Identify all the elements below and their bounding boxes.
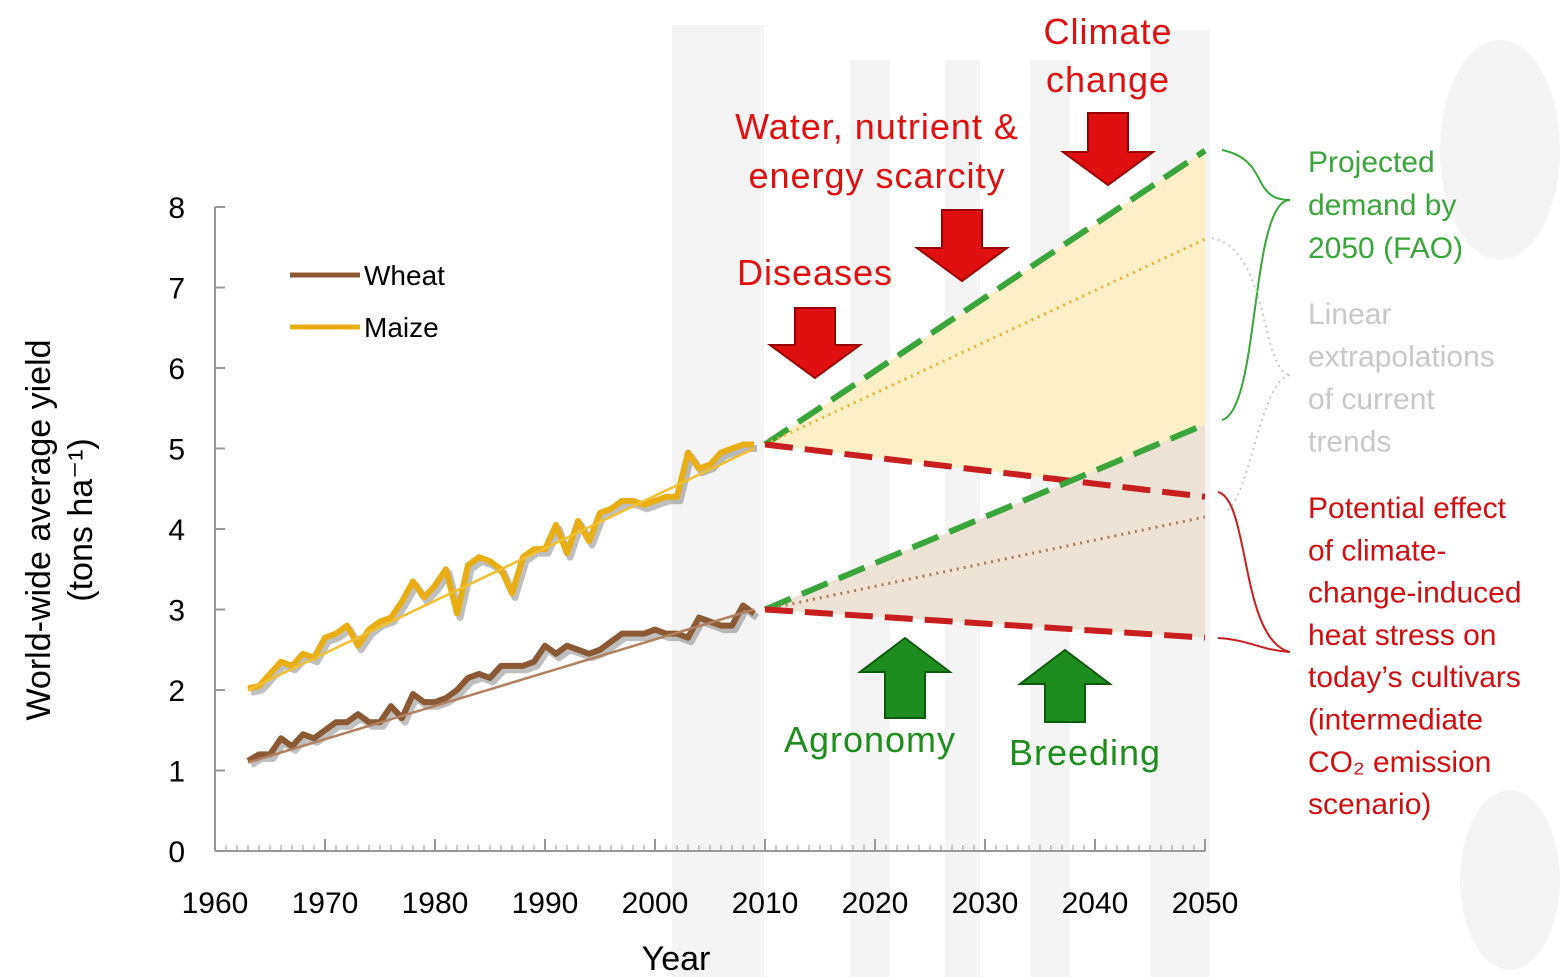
x-tick-label: 2040 bbox=[1062, 887, 1129, 920]
annotation: of climate- bbox=[1308, 534, 1446, 567]
y-tick-label: 3 bbox=[168, 595, 185, 628]
annotation: change-induced bbox=[1308, 577, 1522, 610]
annotation: change bbox=[1046, 59, 1170, 100]
annotation: trends bbox=[1308, 426, 1391, 459]
annotation: energy scarcity bbox=[748, 155, 1005, 196]
chart: 1960 1970 1980 1990 2000 2010 2020 2030 2040 2050… bbox=[0, 0, 1561, 977]
x-tick-label: 1980 bbox=[402, 887, 469, 920]
green-bracket bbox=[1222, 150, 1290, 420]
annotation: Agronomy bbox=[784, 719, 956, 760]
annotation: demand by bbox=[1308, 189, 1456, 222]
red-arrow bbox=[770, 308, 860, 378]
x-tick-label: 1960 bbox=[182, 887, 249, 920]
x-tick-label: 2050 bbox=[1172, 887, 1239, 920]
annotation: extrapolations bbox=[1308, 341, 1495, 374]
annotation: Linear bbox=[1308, 298, 1391, 331]
y-tick-label: 5 bbox=[168, 434, 185, 467]
annotation: Climate bbox=[1043, 11, 1172, 52]
annotation: Potential effect bbox=[1308, 492, 1507, 525]
annotation: Projected bbox=[1308, 146, 1435, 179]
annotation: Diseases bbox=[737, 252, 893, 293]
red-arrow bbox=[917, 210, 1007, 281]
annotation: Water, nutrient & bbox=[735, 106, 1019, 147]
legend-label: Maize bbox=[364, 312, 439, 343]
x-tick-label: 2010 bbox=[732, 887, 799, 920]
annotation: of current bbox=[1308, 383, 1435, 416]
x-tick-label: 2020 bbox=[842, 887, 909, 920]
y-tick-label: 7 bbox=[168, 273, 185, 306]
x-tick-label: 2030 bbox=[952, 887, 1019, 920]
x-axis-title: Year bbox=[642, 940, 711, 977]
y-tick-label: 6 bbox=[168, 353, 185, 386]
y-tick-label: 2 bbox=[168, 675, 185, 708]
red-bracket bbox=[1218, 492, 1290, 652]
x-tick-label: 2000 bbox=[622, 887, 689, 920]
y-axis-title: World-wide average yield bbox=[20, 339, 58, 720]
annotation: CO₂ emission bbox=[1308, 746, 1491, 779]
legend-label: Wheat bbox=[364, 260, 445, 291]
brackets bbox=[1212, 150, 1290, 652]
y-tick-label: 1 bbox=[168, 756, 185, 789]
annotation: today’s cultivars bbox=[1308, 661, 1521, 694]
y-tick-label: 0 bbox=[168, 836, 185, 869]
y-tick-label: 4 bbox=[168, 514, 185, 547]
annotation: 2050 (FAO) bbox=[1308, 232, 1463, 265]
x-tick-label: 1990 bbox=[512, 887, 579, 920]
y-tick-label: 8 bbox=[168, 192, 185, 225]
x-tick-label: 1970 bbox=[292, 887, 359, 920]
annotation: heat stress on bbox=[1308, 619, 1496, 652]
y-axis-title: (tons ha⁻¹) bbox=[62, 438, 100, 601]
red-arrow bbox=[1063, 113, 1153, 185]
gray-bracket bbox=[1212, 238, 1290, 512]
annotation: Breeding bbox=[1009, 732, 1161, 773]
annotation: scenario) bbox=[1308, 788, 1431, 821]
annotation: (intermediate bbox=[1308, 704, 1483, 737]
